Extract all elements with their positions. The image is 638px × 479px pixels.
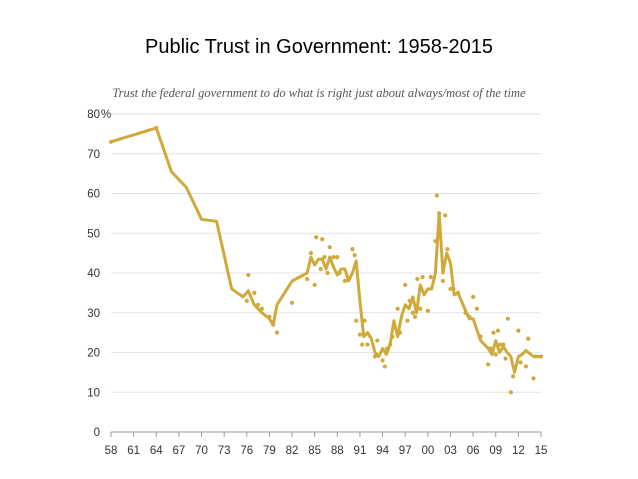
poll-point (352, 253, 357, 258)
poll-point (325, 270, 330, 276)
poll-point (342, 278, 347, 284)
poll-point (365, 342, 370, 347)
x-tick-label: 03 (444, 445, 457, 457)
y-tick-label: 10 (87, 387, 100, 399)
x-tick-label: 85 (308, 445, 321, 457)
poll-point (498, 342, 503, 347)
y-tick-label: 60 (87, 189, 100, 201)
x-tick-label: 67 (172, 445, 185, 457)
poll-point (531, 376, 536, 381)
poll-point (418, 306, 423, 311)
data-series (108, 125, 544, 395)
poll-point (405, 318, 410, 323)
poll-point (331, 255, 336, 260)
poll-point (412, 314, 418, 319)
x-tick-label: 73 (218, 445, 231, 457)
poll-point (410, 310, 415, 315)
poll-point (327, 245, 332, 250)
poll-point (526, 336, 531, 341)
y-unit-label: % (101, 109, 111, 121)
y-tick-label: 40 (87, 268, 100, 280)
x-tick-label: 76 (240, 445, 253, 457)
x-tick-label: 15 (535, 445, 548, 457)
x-tick-label: 97 (399, 445, 412, 457)
x-tick-label: 88 (331, 445, 344, 457)
x-tick-label: 09 (489, 445, 502, 457)
poll-point (318, 266, 323, 272)
poll-point (322, 255, 327, 260)
poll-point (493, 352, 498, 357)
poll-point (382, 364, 387, 369)
poll-point (425, 308, 430, 313)
poll-point (360, 342, 365, 347)
poll-point (350, 247, 355, 252)
x-tick-label: 12 (512, 445, 525, 457)
poll-point (445, 247, 450, 252)
poll-point (314, 235, 319, 240)
poll-point (518, 360, 523, 365)
poll-point (448, 286, 453, 291)
poll-point (403, 282, 408, 288)
y-tick-label: 30 (87, 308, 100, 320)
chart-title: Public Trust in Government: 1958-2015 (145, 36, 493, 58)
x-tick-label: 64 (150, 445, 163, 457)
poll-point (312, 282, 317, 288)
poll-point (244, 298, 249, 303)
poll-point (503, 356, 508, 361)
poll-point (252, 290, 257, 295)
y-tick-label: 20 (87, 348, 100, 360)
x-tick-label: 91 (354, 445, 367, 457)
poll-point (505, 316, 510, 321)
poll-point (380, 358, 385, 363)
poll-point (486, 362, 491, 367)
y-tick-label: 70 (87, 149, 100, 161)
x-tick-label: 94 (376, 445, 389, 457)
poll-point (320, 237, 325, 242)
y-tick-label: 0 (94, 427, 100, 439)
poll-point (428, 274, 433, 280)
poll-point (289, 300, 295, 305)
chart-subtitle: Trust the federal government to do what … (112, 86, 526, 100)
poll-point (508, 390, 513, 395)
poll-point (375, 338, 380, 343)
poll-point (443, 213, 448, 218)
poll-point (495, 328, 501, 333)
x-tick-label: 82 (286, 445, 299, 457)
poll-point (471, 294, 476, 299)
poll-point (420, 274, 425, 280)
x-tick-label: 70 (195, 445, 208, 457)
poll-point (474, 306, 479, 311)
poll-point (274, 330, 280, 335)
x-tick-label: 61 (127, 445, 140, 457)
poll-point (434, 193, 439, 198)
poll-point (491, 330, 496, 335)
poll-point (357, 332, 363, 337)
x-axis: 58 61 64 67 70 73 76 79 82 85 88 91 94 97 00 03 06 09 12 15 (105, 432, 548, 457)
y-axis: 0 10 20 30 40 50 60 70 80% (87, 109, 111, 439)
poll-point (415, 276, 420, 282)
trust-trend-line (109, 126, 543, 374)
poll-point (305, 276, 310, 282)
y-tick-label: 80 (87, 109, 100, 121)
poll-point (510, 374, 516, 379)
poll-point (395, 306, 400, 311)
poll-point (516, 328, 521, 333)
poll-point (440, 278, 446, 284)
poll-point (308, 251, 314, 256)
y-tick-label: 50 (87, 228, 100, 240)
poll-point (335, 255, 340, 260)
poll-point (246, 272, 251, 278)
x-tick-label: 06 (467, 445, 480, 457)
poll-point (523, 364, 529, 369)
x-tick-label: 79 (263, 445, 276, 457)
grid-lines (111, 113, 541, 433)
poll-point (354, 318, 359, 323)
x-tick-label: 58 (105, 445, 118, 457)
x-tick-label: 00 (421, 445, 434, 457)
